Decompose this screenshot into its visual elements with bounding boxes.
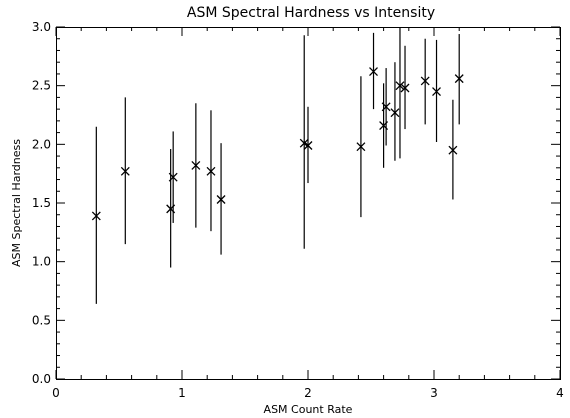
x-tick-label: 1 (178, 386, 186, 400)
data-point-9 (356, 142, 366, 152)
marker-stroke (369, 67, 378, 77)
data-point-4 (191, 160, 201, 170)
y-tick-label: 1.5 (32, 196, 51, 210)
y-tick-label: 2.5 (32, 79, 51, 93)
data-point-5 (206, 166, 216, 176)
data-point-13 (390, 108, 400, 118)
data-point-0 (91, 211, 101, 221)
x-tick-label: 2 (304, 386, 312, 400)
plot-frame (56, 27, 561, 380)
x-tick-label: 0 (52, 386, 60, 400)
y-tick-label: 0.5 (32, 313, 51, 327)
data-point-6 (216, 195, 226, 204)
marker-stroke (390, 108, 400, 118)
marker-stroke (168, 172, 178, 182)
y-tick-label: 0.0 (32, 372, 51, 386)
marker-stroke (191, 160, 201, 170)
marker-stroke (303, 141, 313, 150)
data-point-16 (420, 76, 430, 86)
x-axis-label: ASM Count Rate (264, 403, 353, 416)
data-point-12 (381, 102, 391, 112)
marker-stroke (91, 211, 101, 221)
data-point-11 (379, 121, 389, 131)
marker-stroke (420, 76, 430, 86)
data-point-2 (166, 204, 176, 214)
marker-stroke (206, 166, 216, 176)
marker-stroke (395, 81, 405, 91)
x-tick-label: 4 (556, 386, 564, 400)
axis-ticks (55, 26, 561, 380)
marker-stroke (381, 102, 391, 112)
y-tick-label: 3.0 (32, 20, 51, 34)
y-tick-label: 1.0 (32, 255, 51, 269)
marker-stroke (448, 145, 458, 155)
data-point-1 (120, 166, 130, 176)
marker-stroke (120, 166, 130, 176)
data-point-19 (454, 74, 464, 84)
data-markers (91, 67, 464, 221)
data-point-18 (448, 145, 458, 155)
data-point-17 (432, 87, 441, 96)
marker-stroke (216, 195, 226, 204)
axis-tick-labels: 0 1 2 3 4 0.0 0.5 1.0 1.5 2.0 2.5 3.0 (32, 20, 564, 400)
marker-stroke (166, 204, 176, 214)
chart-title: ASM Spectral Hardness vs Intensity (187, 5, 435, 21)
y-tick-label: 2.0 (32, 137, 51, 151)
marker-stroke (454, 74, 464, 84)
data-point-15 (400, 83, 410, 93)
y-axis-label: ASM Spectral Hardness (10, 139, 23, 267)
error-bars (95, 27, 460, 304)
data-point-8 (303, 141, 313, 150)
marker-stroke (299, 138, 309, 148)
x-tick-label: 3 (430, 386, 438, 400)
data-point-10 (369, 67, 378, 77)
data-point-14 (395, 81, 405, 91)
marker-stroke (432, 87, 441, 96)
marker-stroke (400, 83, 410, 93)
data-point-3 (168, 172, 178, 182)
marker-stroke (356, 142, 366, 152)
marker-stroke (379, 121, 389, 131)
